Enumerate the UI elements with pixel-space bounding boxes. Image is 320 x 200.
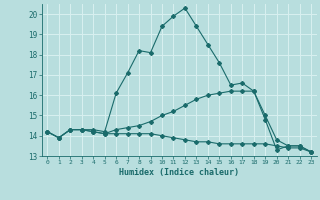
X-axis label: Humidex (Indice chaleur): Humidex (Indice chaleur): [119, 168, 239, 177]
